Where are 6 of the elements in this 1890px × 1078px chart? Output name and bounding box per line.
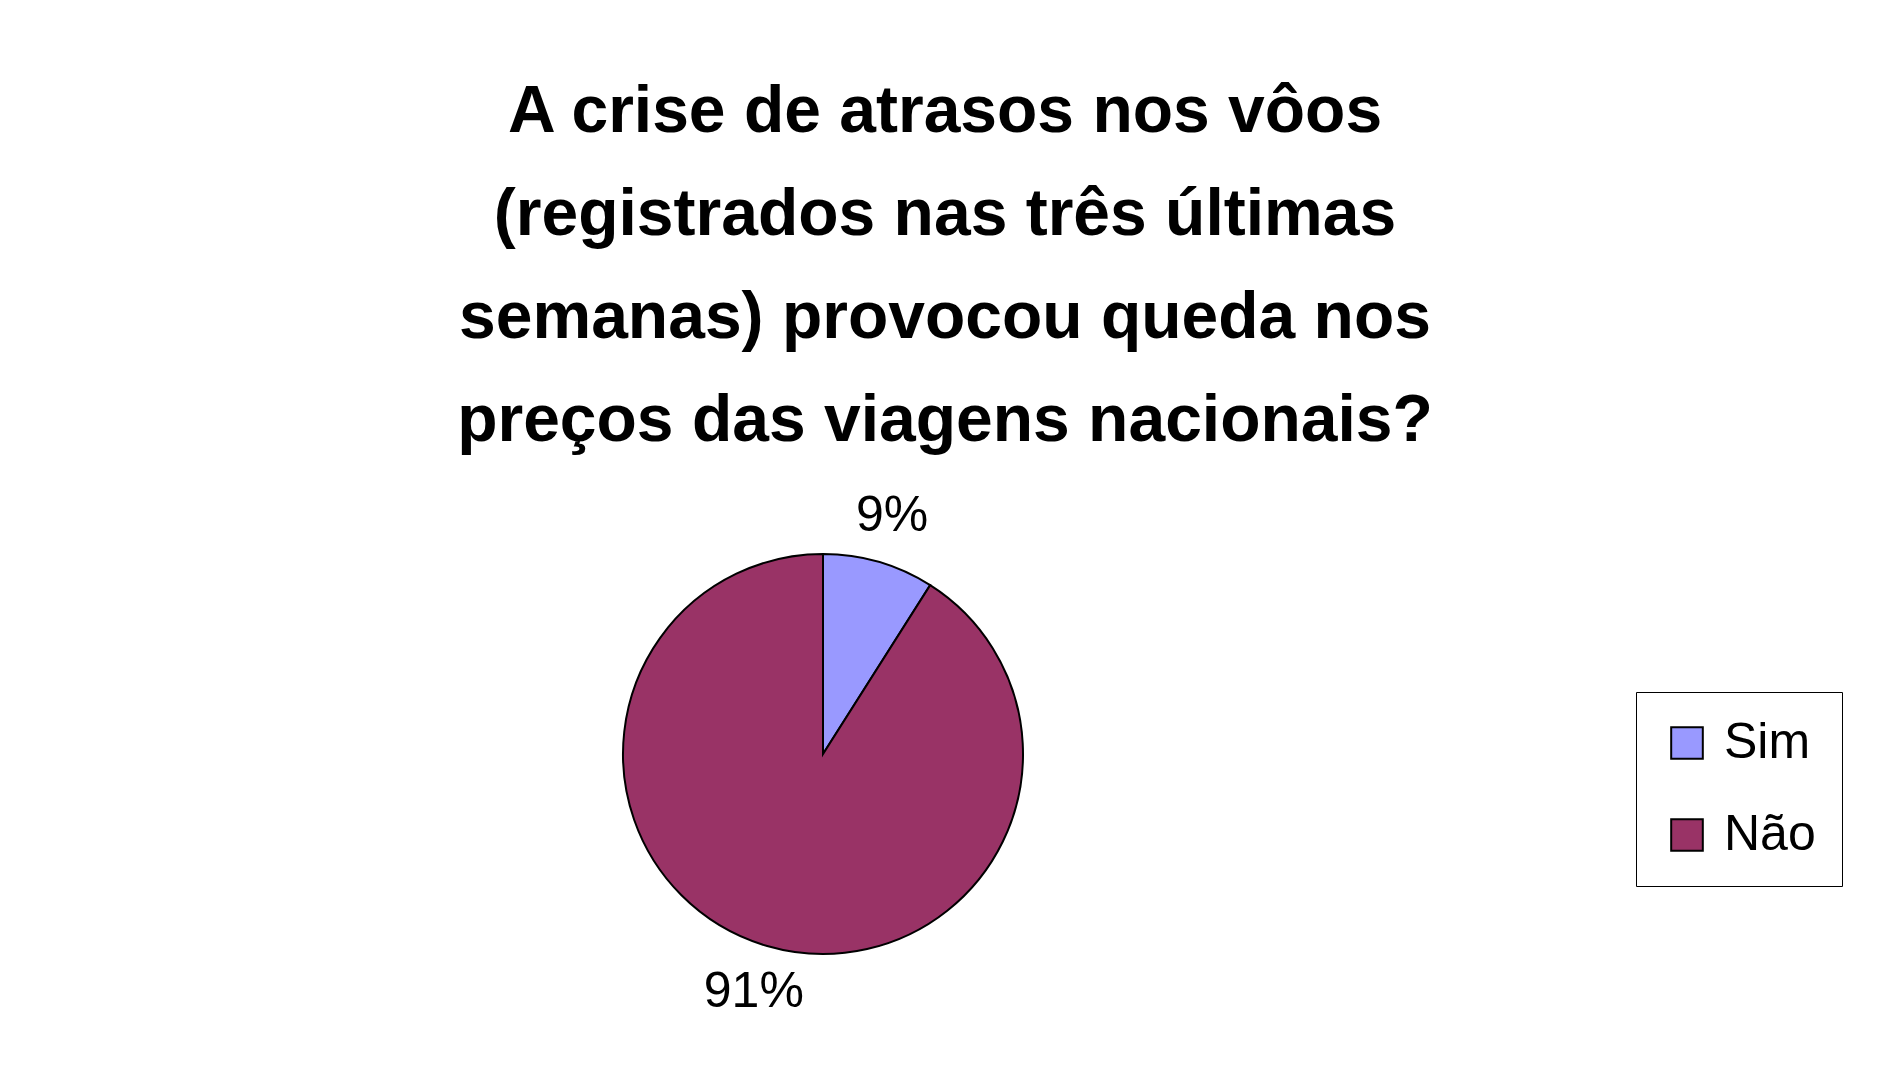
legend-label: Não (1724, 805, 1816, 861)
data-label: 91% (703, 962, 804, 1019)
data-label: 9% (856, 485, 929, 542)
pie-slice (622, 553, 1024, 955)
chart-title: A crise de atrasos nos vôos (registrados nas três últimas semanas) provocou queda nos preços das viagens nacionais? (457, 71, 1433, 455)
legend-label: Sim (1724, 713, 1811, 769)
